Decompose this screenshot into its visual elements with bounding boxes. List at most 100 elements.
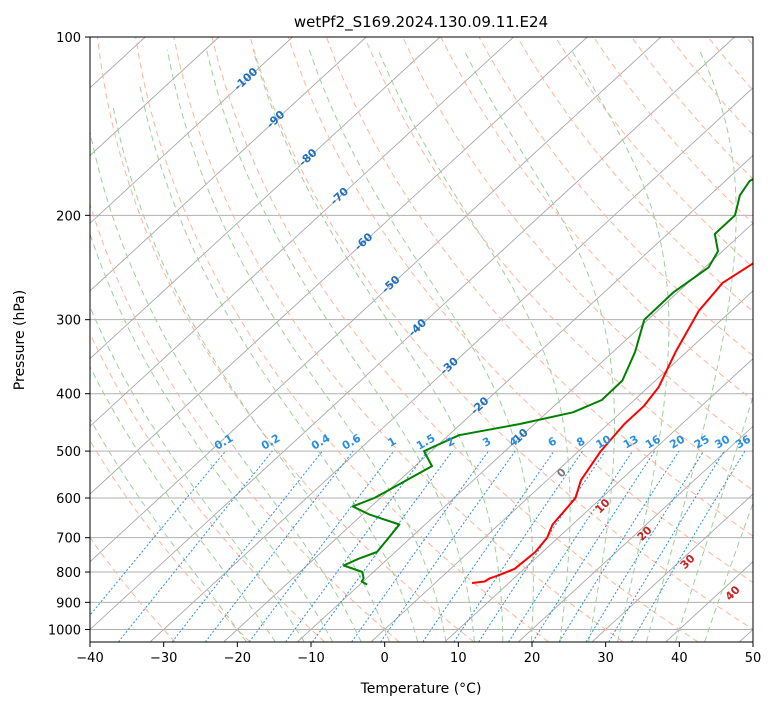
- mixing-ratio-line: [351, 450, 490, 642]
- dry-adiabat-line: [96, 37, 475, 642]
- moist-adiabat-line: [90, 232, 334, 642]
- moist-adiabat-line: [112, 104, 390, 642]
- mixing-ratio-label: 1.5: [414, 432, 437, 453]
- moist-adiabat-label: 0: [554, 465, 569, 480]
- isotherm-label: -100: [231, 65, 260, 94]
- moist-adiabat-label: 40: [723, 583, 743, 603]
- mixing-ratio-line: [453, 450, 584, 642]
- mixing-ratio-line: [118, 450, 273, 642]
- dry-adiabat-line: [402, 37, 753, 446]
- mixing-ratio-line: [608, 450, 725, 642]
- mixing-ratio-line: [248, 450, 395, 642]
- x-tick-label: −40: [76, 651, 103, 666]
- isotherm-line: [90, 37, 367, 292]
- isotherm-line: [149, 87, 753, 642]
- y-tick-label: 900: [56, 596, 81, 611]
- mixing-ratio-label: 0.2: [259, 432, 282, 453]
- isotherm-line: [370, 290, 753, 642]
- mixing-ratio-line: [311, 450, 453, 642]
- x-axis-label: Temperature (°C): [360, 681, 482, 697]
- dry-adiabat-line: [554, 37, 753, 268]
- mixing-ratio-label: 1: [386, 435, 399, 450]
- plot-frame: [89, 36, 754, 643]
- moist-adiabat-line: [308, 49, 534, 642]
- mixing-ratio-line: [478, 450, 606, 642]
- y-tick-label: 600: [56, 492, 81, 507]
- x-tick-label: −20: [224, 651, 251, 666]
- mixing-ratio-line: [508, 450, 634, 642]
- y-tick-label: 100: [56, 31, 81, 46]
- dry-adiabat-line: [707, 37, 753, 91]
- moist-adiabat-label: 20: [635, 523, 655, 543]
- chart-title: wetPf2_S169.2024.130.09.11.E24: [294, 13, 548, 32]
- y-tick-label: 300: [56, 314, 81, 329]
- moist-adiabat-line: [90, 132, 362, 642]
- moist-adiabat-line: [675, 395, 753, 642]
- isotherm-line: [0, 37, 72, 642]
- y-tick-label: 1000: [48, 623, 81, 638]
- dry-adiabat-line: [287, 37, 753, 584]
- dry-adiabat-line: [440, 37, 753, 401]
- isotherm-line: [90, 37, 441, 360]
- dry-adiabat-line: [90, 439, 251, 642]
- moist-adiabat-line: [377, 49, 571, 642]
- mixing-ratio-label: 30: [713, 432, 733, 451]
- y-axis-label: Pressure (hPa): [12, 290, 28, 390]
- moist-adiabat-line: [166, 49, 447, 642]
- x-tick-label: 40: [671, 651, 688, 666]
- dry-adiabat-line: [90, 202, 400, 642]
- mixing-ratio-label: 0.4: [309, 431, 333, 452]
- mixing-ratio-label: 6: [546, 434, 559, 449]
- x-tick-label: 30: [597, 651, 614, 666]
- temperature-profile-line: [471, 262, 753, 584]
- moist-adiabat-line: [704, 501, 753, 642]
- x-tick-label: 0: [381, 651, 389, 666]
- dry-adiabat-line: [364, 37, 753, 491]
- mixing-ratio-label: 10: [594, 432, 614, 451]
- moist-adiabat-line: [646, 49, 737, 642]
- mixing-ratio-line: [285, 450, 428, 642]
- isotherm-line: [90, 37, 514, 427]
- dewpoint-profile-line: [342, 178, 753, 586]
- y-tick-label: 700: [56, 532, 81, 547]
- moist-adiabat-line: [90, 417, 248, 642]
- isotherm-line: [90, 37, 220, 157]
- mixing-ratio-line: [532, 450, 656, 642]
- dry-adiabat-line: [478, 37, 753, 357]
- mixing-ratio-line: [422, 450, 555, 642]
- x-tick-label: 10: [450, 651, 467, 666]
- isotherm-line: [90, 37, 588, 495]
- isotherm-line: [591, 493, 753, 642]
- dry-adiabat-line: [135, 37, 550, 642]
- moist-adiabat-label: 30: [678, 552, 698, 572]
- mixing-ratio-line: [90, 450, 226, 617]
- isotherm-line: [223, 154, 753, 642]
- mixing-ratio-label: 25: [692, 433, 712, 452]
- dry-adiabat-line: [325, 37, 753, 537]
- mixing-ratio-label: 3: [480, 435, 493, 450]
- isotherm-line: [739, 628, 753, 642]
- moist-adiabat-line: [90, 305, 305, 642]
- isotherm-line: [90, 37, 293, 224]
- y-tick-label: 500: [56, 445, 81, 460]
- mixing-ratio-label: 0.1: [212, 432, 235, 453]
- x-tick-label: −30: [150, 651, 177, 666]
- moist-adiabat-line: [570, 49, 670, 642]
- moist-adiabat-line: [463, 49, 615, 642]
- moist-adiabat-line: [252, 49, 504, 642]
- mixing-ratio-label: 20: [667, 432, 687, 451]
- y-tick-label: 200: [56, 209, 81, 224]
- x-tick-label: 20: [524, 651, 541, 666]
- mixing-ratio-line: [380, 450, 516, 642]
- dry-adiabat-line: [211, 37, 699, 642]
- dry-adiabat-line: [249, 37, 753, 630]
- dry-adiabat-line: [90, 332, 325, 642]
- moist-adiabat-line: [206, 49, 475, 642]
- isotherm-line: [444, 357, 753, 642]
- x-tick-label: −10: [297, 651, 324, 666]
- isotherm-line: [90, 37, 662, 563]
- mixing-ratio-line: [558, 450, 680, 642]
- moist-adiabat-line: [139, 83, 419, 642]
- isotherm-line: [297, 222, 753, 642]
